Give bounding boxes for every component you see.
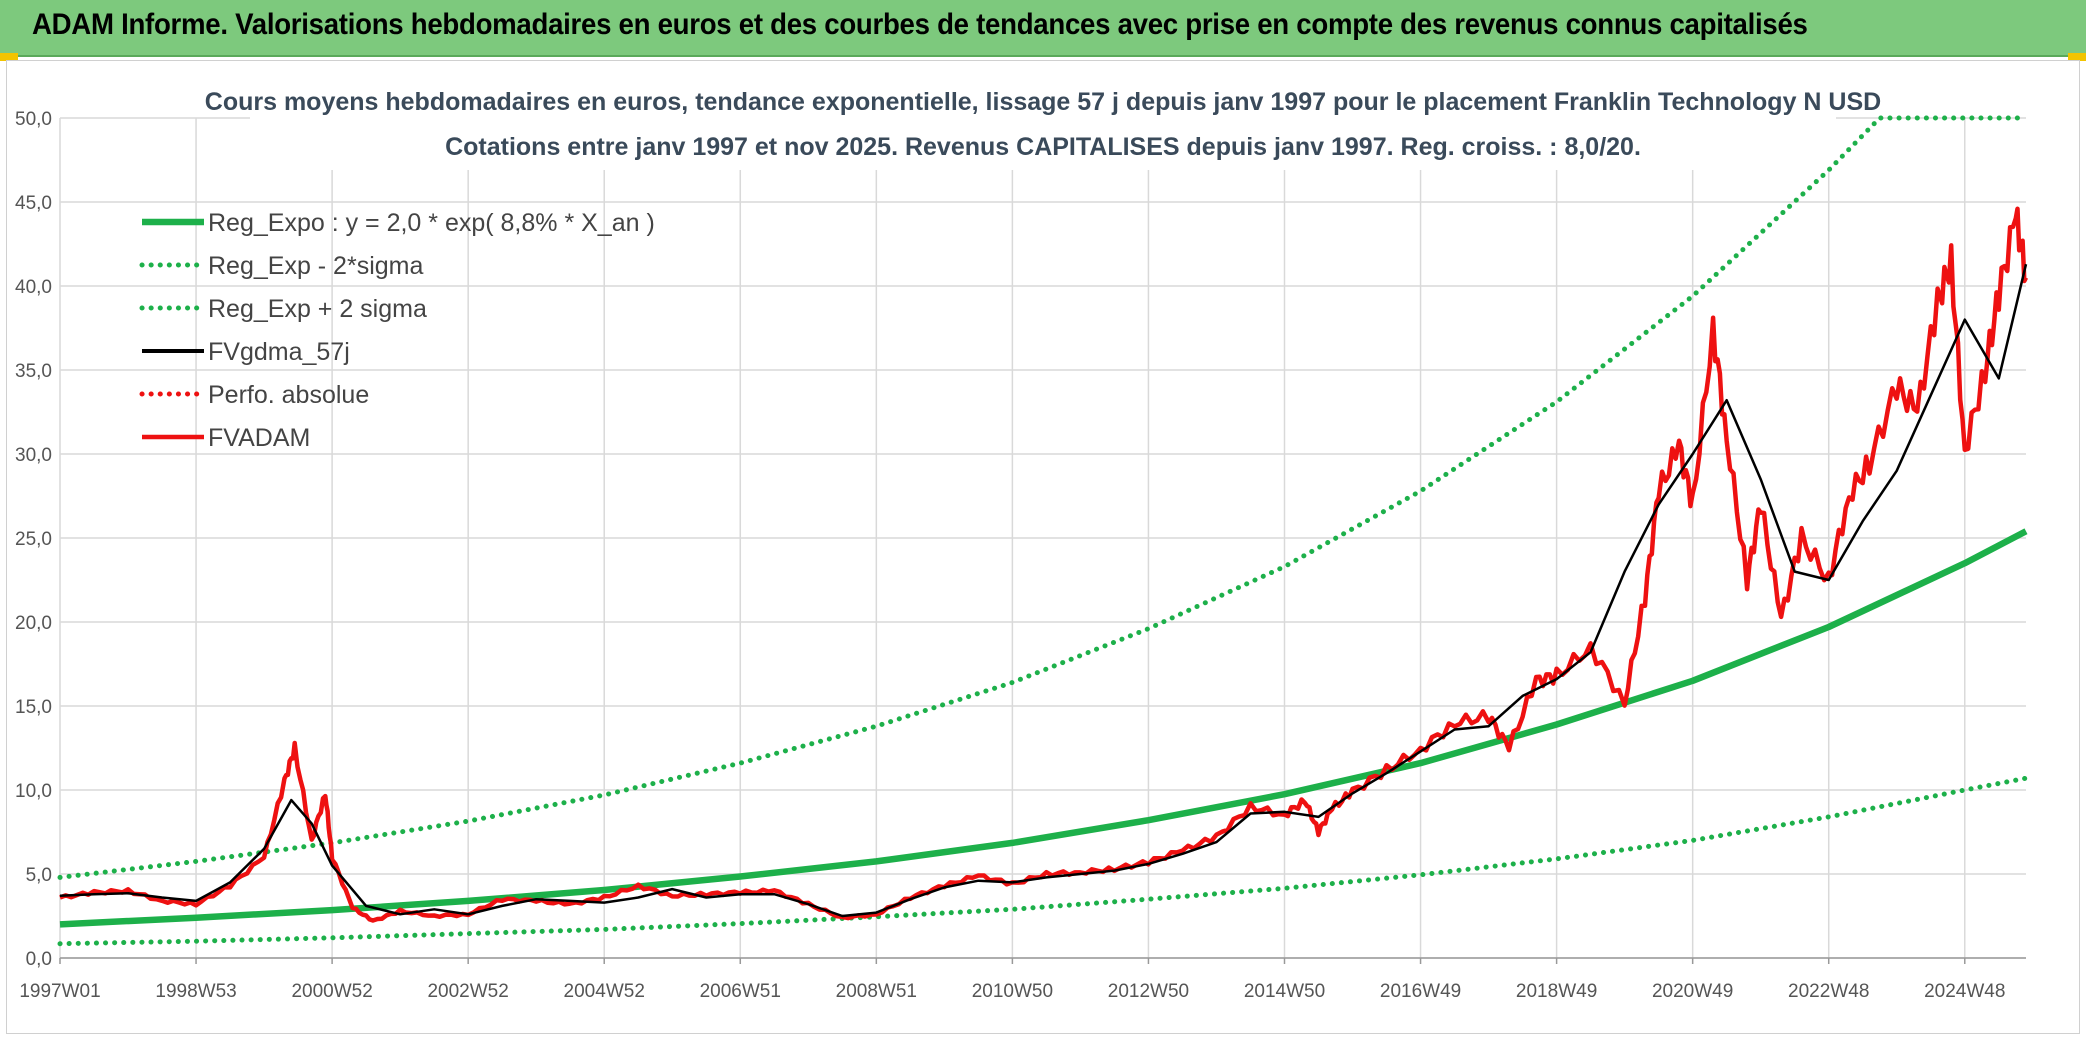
legend-label-3: FVgdma_57j: [208, 338, 350, 366]
y-tick-label: 20,0: [15, 613, 52, 634]
y-tick-label: 35,0: [15, 361, 52, 382]
chart-subtitle: Cotations entre janv 1997 et nov 2025. R…: [445, 133, 1641, 161]
series-layer: [57, 115, 2029, 947]
y-tick-label: 50,0: [15, 109, 52, 130]
x-tick-label: 2004W52: [564, 981, 645, 1002]
corner-marker: [0, 53, 18, 61]
x-tick-label: 2014W50: [1244, 981, 1325, 1002]
x-tick-label: 1997W01: [19, 981, 100, 1002]
legend-label-5: FVADAM: [208, 424, 310, 452]
y-tick-label: 5,0: [26, 865, 52, 886]
series-line-1: [57, 775, 2029, 947]
y-tick-label: 45,0: [15, 193, 52, 214]
x-tick-label: 1998W53: [155, 981, 236, 1002]
x-tick-label: 2010W50: [972, 981, 1053, 1002]
chart-title: Cours moyens hebdomadaires en euros, ten…: [205, 88, 1881, 116]
grid-layer: [59, 80, 2026, 959]
x-tick-label: 2024W48: [1924, 981, 2005, 1002]
corner-marker: [2068, 53, 2086, 61]
chart-frame: [6, 60, 2080, 1034]
series-line-3: [59, 263, 2028, 918]
axis-layer: 0,0 5,0 10,0 15,0 20,0 25,0 30,0 35,0 40,0 45,0 50…: [15, 109, 2026, 1002]
y-tick-label: 10,0: [15, 781, 52, 802]
title-background: [250, 80, 1836, 170]
legend-label-2: Reg_Exp + 2 sigma: [208, 295, 427, 323]
series-line-0: [59, 528, 2028, 928]
y-tick-label: 0,0: [26, 949, 52, 970]
x-tick-label: 2022W48: [1788, 981, 1869, 1002]
x-tick-label: 2008W51: [836, 981, 917, 1002]
legend-label-1: Reg_Exp - 2*sigma: [208, 252, 423, 280]
y-tick-label: 15,0: [15, 697, 52, 718]
x-tick-label: 2006W51: [700, 981, 781, 1002]
x-tick-label: 2018W49: [1516, 981, 1597, 1002]
legend-label-4: Perfo. absolue: [208, 381, 369, 409]
series-line-5: [59, 206, 2029, 923]
legend: Reg_Expo : y = 2,0 * exp( 8,8% * X_an ) R…: [139, 209, 655, 452]
header-bar: ADAM Informe. Valorisations hebdomadaire…: [0, 0, 2086, 57]
x-tick-label: 2016W49: [1380, 981, 1461, 1002]
legend-label-0: Reg_Expo : y = 2,0 * exp( 8,8% * X_an ): [208, 209, 655, 237]
x-tick-label: 2012W50: [1108, 981, 1189, 1002]
x-tick-label: 2020W49: [1652, 981, 1733, 1002]
x-tick-label: 2002W52: [427, 981, 508, 1002]
series-line-2: [57, 115, 2029, 880]
y-tick-label: 40,0: [15, 277, 52, 298]
report-title: ADAM Informe. Valorisations hebdomadaire…: [32, 8, 1808, 41]
y-tick-label: 30,0: [15, 445, 52, 466]
y-tick-label: 25,0: [15, 529, 52, 550]
x-tick-label: 2000W52: [291, 981, 372, 1002]
